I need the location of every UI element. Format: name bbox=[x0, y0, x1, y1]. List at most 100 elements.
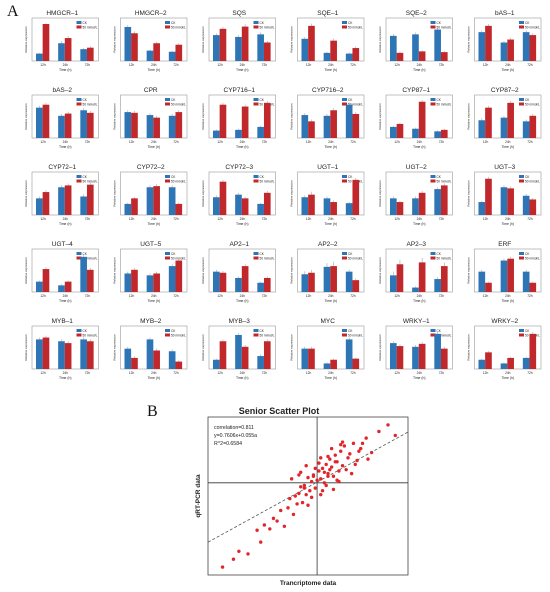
legend-label-treated: 50 mmol/L bbox=[171, 26, 186, 30]
bar-treated bbox=[131, 112, 138, 138]
bar-treated bbox=[86, 47, 94, 61]
scatter-point bbox=[288, 496, 292, 501]
bar-treated bbox=[352, 179, 360, 215]
scatter-point bbox=[340, 440, 345, 444]
legend-label-ck: CK bbox=[437, 252, 442, 256]
legend-swatch-ck bbox=[430, 329, 436, 332]
legend-swatch-ck bbox=[165, 252, 170, 255]
bar-ck bbox=[301, 197, 309, 215]
bar-ck bbox=[500, 117, 508, 138]
scatter-point bbox=[324, 462, 328, 467]
bar-treated bbox=[308, 121, 315, 138]
bar-ck bbox=[58, 187, 65, 215]
gene-chart-title: CPR bbox=[144, 87, 158, 94]
x-tick-label: 72h bbox=[173, 371, 179, 375]
bar-ck bbox=[345, 104, 353, 138]
x-tick-label: 24h bbox=[505, 217, 511, 221]
bar-ck bbox=[323, 363, 331, 369]
x-axis-label: Time (h) bbox=[59, 68, 72, 72]
legend-swatch-treated bbox=[253, 25, 259, 29]
scatter-point bbox=[309, 479, 314, 484]
bar-treated bbox=[440, 348, 448, 369]
bar-ck bbox=[257, 282, 264, 292]
gene-chart-title: CYP72‒3 bbox=[225, 164, 253, 171]
bar-treated bbox=[263, 277, 271, 292]
x-tick-label: 72h bbox=[85, 294, 91, 298]
bar-ck bbox=[58, 285, 65, 292]
bar-treated bbox=[330, 110, 337, 138]
legend-swatch-treated bbox=[165, 102, 170, 106]
bar-ck bbox=[522, 121, 530, 138]
x-axis-label: Time (h) bbox=[325, 299, 338, 303]
x-tick-label: 24h bbox=[417, 140, 423, 144]
x-axis-label: Time (h) bbox=[148, 299, 161, 303]
scatter-point bbox=[329, 465, 334, 469]
bar-treated bbox=[86, 112, 94, 138]
scatter-point bbox=[237, 549, 241, 553]
legend-label-ck: CK bbox=[83, 98, 88, 102]
bar-treated bbox=[153, 43, 160, 61]
bar-treated bbox=[396, 346, 404, 369]
x-tick-label: 72h bbox=[85, 371, 91, 375]
x-tick-label: 12h bbox=[483, 63, 489, 67]
legend-swatch-ck bbox=[76, 252, 82, 255]
gene-chart-title: HMGCR‒1 bbox=[46, 10, 78, 17]
gene-chart-title: SQE‒1 bbox=[317, 10, 338, 17]
legend-swatch-ck bbox=[253, 329, 259, 332]
bar-ck bbox=[235, 334, 242, 369]
bar-ck bbox=[58, 341, 65, 369]
x-tick-label: 12h bbox=[40, 140, 46, 144]
bar-ck bbox=[212, 271, 220, 292]
legend-label-treated: 50 mmol/L bbox=[437, 257, 452, 261]
y-axis-label: Relative expression bbox=[378, 26, 382, 53]
legend-label-treated: 50 mmol/L bbox=[437, 26, 452, 30]
x-tick-label: 72h bbox=[527, 371, 533, 375]
legend-label-treated: 50 mmol/L bbox=[348, 103, 363, 107]
bar-treated bbox=[529, 282, 537, 292]
bar-ck bbox=[168, 115, 176, 138]
gene-chart-title: CYP87‒1 bbox=[402, 87, 430, 94]
x-tick-label: 72h bbox=[350, 371, 356, 375]
x-tick-label: 12h bbox=[40, 371, 46, 375]
bar-ck bbox=[124, 26, 132, 61]
bar-treated bbox=[418, 343, 426, 369]
x-tick-label: 72h bbox=[350, 294, 356, 298]
legend-swatch-treated bbox=[165, 333, 170, 337]
legend-label-ck: CK bbox=[83, 21, 88, 25]
bar-treated bbox=[529, 35, 537, 61]
legend-label-treated: 50 mmol/L bbox=[525, 180, 540, 184]
x-axis-label: Time (h) bbox=[59, 376, 72, 380]
scatter-point bbox=[322, 470, 327, 474]
scatter-point bbox=[299, 470, 303, 474]
scatter-point bbox=[339, 442, 343, 447]
bar-treated bbox=[131, 269, 138, 292]
x-tick-label: 72h bbox=[173, 140, 179, 144]
scatter-frame bbox=[207, 416, 409, 576]
bar-ck bbox=[257, 203, 264, 215]
y-axis-label: Relative expression bbox=[378, 180, 382, 207]
x-tick-label: 12h bbox=[217, 140, 223, 144]
x-tick-label: 24h bbox=[328, 140, 334, 144]
x-tick-label: 24h bbox=[151, 217, 157, 221]
x-tick-label: 12h bbox=[306, 294, 312, 298]
legend-label-treated: 50 mmol/L bbox=[171, 180, 186, 184]
legend-swatch-treated bbox=[165, 25, 170, 29]
legend-swatch-ck bbox=[342, 252, 347, 255]
y-axis-label: Relative expression bbox=[467, 180, 471, 207]
scatter-point bbox=[308, 489, 312, 493]
bar-treated bbox=[330, 40, 337, 61]
bar-treated bbox=[263, 102, 271, 138]
x-tick-label: 72h bbox=[350, 63, 356, 67]
gene-chart-title: CYP87‒2 bbox=[491, 87, 519, 94]
